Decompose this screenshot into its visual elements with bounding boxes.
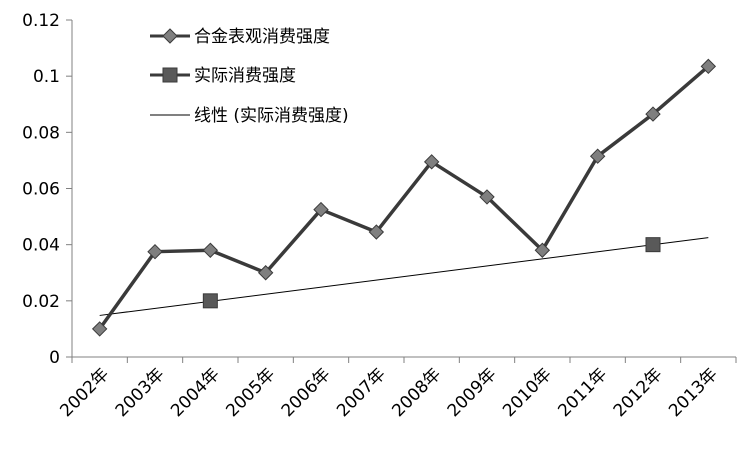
legend-label-actual: 实际消费强度 — [194, 66, 296, 86]
legend-square-marker — [162, 67, 178, 83]
y-tick-label: 0.04 — [22, 236, 60, 256]
y-tick-label: 0.12 — [22, 11, 60, 31]
x-tick-labels: 2002年2003年2004年2005年2006年2007年2008年2009年… — [56, 364, 721, 421]
x-tick-label: 2007年 — [333, 364, 390, 421]
data-point-alloy — [700, 58, 717, 75]
x-tick-label: 2009年 — [444, 364, 501, 421]
legend: 合金表观消费强度 实际消费强度 线性 (实际消费强度) — [150, 27, 349, 126]
data-point-alloy — [91, 321, 108, 337]
data-point-alloy — [589, 148, 606, 164]
x-tick-label: 2002年 — [56, 364, 113, 421]
x-tick-label: 2011年 — [554, 364, 611, 421]
legend-diamond-marker — [162, 28, 178, 44]
y-tick-label: 0.06 — [22, 180, 60, 200]
x-tick-label: 2008年 — [388, 364, 445, 421]
y-tick-label: 0.1 — [33, 67, 60, 87]
data-point-alloy — [479, 189, 495, 205]
data-point-alloy — [202, 242, 219, 258]
y-tick-label: 0 — [49, 348, 60, 368]
x-tick-label: 2010年 — [499, 364, 556, 421]
data-point-actual — [645, 237, 661, 253]
x-tick-label: 2003年 — [112, 364, 169, 421]
data-point-alloy — [147, 243, 163, 260]
x-tick-label: 2013年 — [665, 364, 722, 421]
x-tick-label: 2005年 — [222, 364, 279, 421]
x-tick-label: 2004年 — [167, 364, 224, 421]
data-point-alloy — [423, 154, 440, 170]
data-point-alloy — [534, 242, 551, 258]
y-tick-label: 0.02 — [22, 292, 60, 312]
trendline — [99, 237, 709, 316]
data-point-alloy — [313, 201, 329, 218]
data-point-actual — [202, 293, 218, 309]
x-tick-label: 2006年 — [278, 364, 335, 421]
chart-axes — [66, 19, 737, 363]
series-group — [91, 58, 717, 337]
legend-label-trendline: 线性 (实际消费强度) — [194, 106, 349, 126]
x-tick-label: 2012年 — [610, 364, 667, 421]
trendline-group — [99, 237, 709, 316]
data-point-alloy — [368, 224, 385, 240]
y-tick-labels: 0 0.02 0.04 0.06 0.08 0.1 0.12 — [22, 11, 60, 368]
data-point-alloy — [257, 265, 274, 281]
data-point-alloy — [645, 106, 661, 122]
y-tick-label: 0.08 — [22, 123, 60, 143]
series-line-alloy — [98, 65, 710, 330]
legend-label-alloy: 合金表观消费强度 — [194, 27, 330, 47]
